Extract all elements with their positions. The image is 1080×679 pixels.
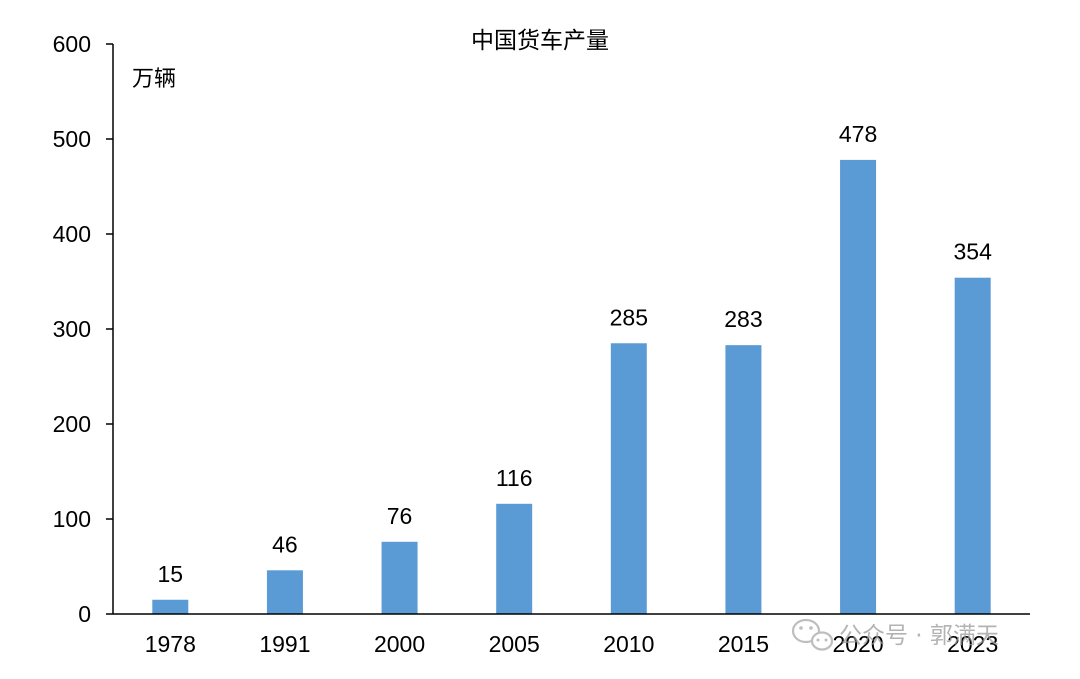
y-tick-label: 0 (78, 601, 91, 627)
bar-2015 (725, 345, 762, 614)
x-tick-label-1978: 1978 (145, 631, 196, 657)
data-label-2005: 116 (496, 465, 533, 491)
bar-2000 (381, 541, 418, 614)
data-labels: 15 46 76 116 285 283 478 354 (158, 121, 993, 587)
data-label-1991: 46 (272, 531, 298, 557)
bar-1991 (266, 570, 303, 614)
watermark: 公众号 · 郭满天 (791, 618, 999, 651)
y-axis-ticks: 0 100 200 300 400 500 600 (53, 31, 113, 627)
data-label-2010: 285 (610, 304, 648, 330)
y-tick-label: 100 (53, 506, 91, 532)
data-label-2000: 76 (387, 503, 413, 529)
y-tick-label: 600 (53, 31, 91, 57)
x-tick-label-2000: 2000 (374, 631, 425, 657)
bar-2010 (610, 343, 647, 614)
x-tick-label-1991: 1991 (259, 631, 310, 657)
x-tick-label-2015: 2015 (718, 631, 769, 657)
bar-2005 (496, 503, 533, 614)
bar-1978 (152, 599, 189, 614)
data-label-2015: 283 (724, 306, 762, 332)
watermark-text: 公众号 · 郭满天 (839, 623, 999, 649)
data-label-2020: 478 (839, 121, 877, 147)
data-label-2023: 354 (954, 239, 993, 265)
x-tick-label-2020: 2020 (832, 631, 883, 657)
chart-title: 中国货车产量 (471, 28, 609, 54)
x-tick-label-2023: 2023 (947, 631, 998, 657)
x-axis-ticks: 1978 1991 2000 2005 2010 2015 2020 2023 (145, 631, 999, 657)
y-tick-label: 500 (53, 126, 91, 152)
bars (152, 159, 991, 614)
y-tick-label: 300 (53, 316, 91, 342)
y-tick-label: 400 (53, 221, 91, 247)
data-label-1978: 15 (158, 561, 184, 587)
x-tick-label-2010: 2010 (603, 631, 654, 657)
bar-2023 (954, 277, 991, 614)
y-axis-unit-label: 万辆 (132, 67, 176, 92)
bar-2020 (840, 159, 877, 614)
y-tick-label: 200 (53, 411, 91, 437)
wechat-icon (791, 618, 834, 651)
x-tick-label-2005: 2005 (489, 631, 540, 657)
